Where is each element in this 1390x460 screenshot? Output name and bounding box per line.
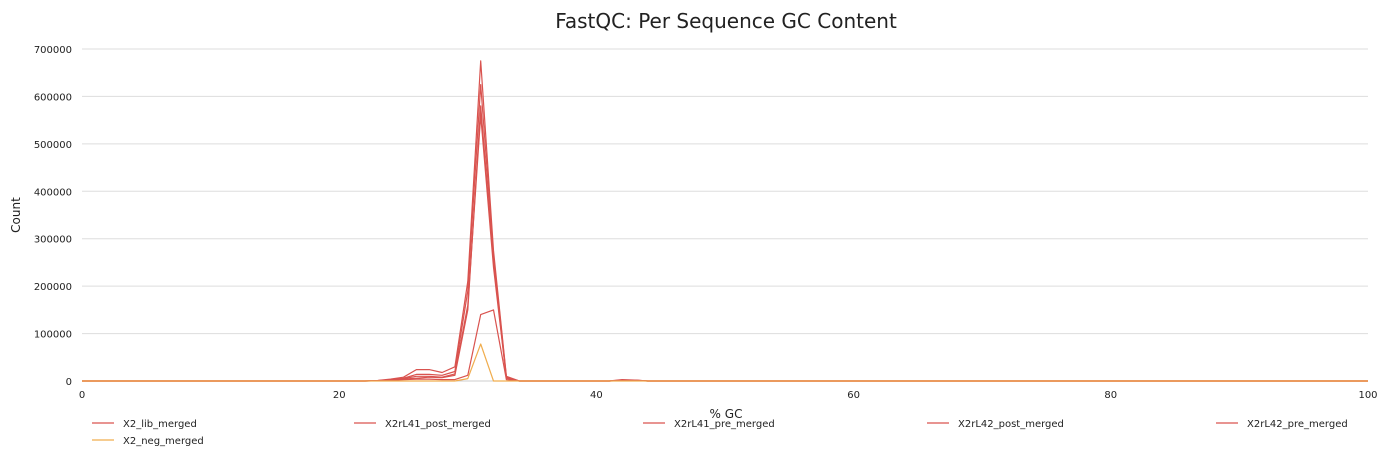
- series-line: [82, 114, 1368, 382]
- series-lines: [82, 60, 1368, 382]
- y-tick-label: 400000: [34, 187, 72, 198]
- x-tick-label: 100: [1358, 390, 1377, 401]
- x-tick-label: 0: [79, 390, 85, 401]
- legend-item[interactable]: X2rL41_post_merged: [354, 419, 491, 430]
- legend-label: X2rL41_post_merged: [385, 419, 491, 430]
- y-tick-label: 0: [66, 377, 72, 388]
- y-tick-label: 700000: [34, 45, 72, 56]
- legend-label: X2rL42_pre_merged: [1247, 419, 1348, 430]
- x-axis-label: % GC: [710, 407, 743, 421]
- legend-item[interactable]: X2rL42_pre_merged: [1216, 419, 1348, 430]
- x-tick-label: 60: [847, 390, 860, 401]
- series-line: [82, 84, 1368, 382]
- y-tick-label: 100000: [34, 330, 72, 341]
- series-line: [82, 343, 1368, 382]
- y-tick-label: 200000: [34, 282, 72, 293]
- legend-label: X2_neg_merged: [123, 436, 204, 447]
- legend[interactable]: X2_lib_merged X2rL41_post_merged X2rL41_pr…: [92, 419, 1348, 447]
- x-tick-labels: 0 20 40 60 80 100: [79, 390, 1378, 401]
- y-tick-label: 300000: [34, 235, 72, 246]
- legend-item[interactable]: X2_neg_merged: [92, 436, 204, 447]
- chart-title: FastQC: Per Sequence GC Content: [555, 9, 897, 33]
- legend-item[interactable]: X2rL42_post_merged: [927, 419, 1064, 430]
- x-tick-label: 80: [1104, 390, 1117, 401]
- y-tick-labels: 0 100000 200000 300000 400000 500000 600000 700…: [34, 45, 72, 388]
- series-line: [82, 60, 1368, 382]
- x-tick-label: 20: [333, 390, 346, 401]
- series-line: [82, 309, 1368, 382]
- y-axis-label: Count: [9, 197, 23, 233]
- legend-label: X2_lib_merged: [123, 419, 197, 430]
- legend-label: X2rL42_post_merged: [958, 419, 1064, 430]
- y-tick-label: 600000: [34, 92, 72, 103]
- x-tick-label: 40: [590, 390, 603, 401]
- legend-item[interactable]: X2_lib_merged: [92, 419, 197, 430]
- grid-lines: [82, 48, 1368, 335]
- y-tick-label: 500000: [34, 140, 72, 151]
- legend-item[interactable]: X2rL41_pre_merged: [643, 419, 775, 430]
- series-line: [82, 105, 1368, 382]
- legend-label: X2rL41_pre_merged: [674, 419, 775, 430]
